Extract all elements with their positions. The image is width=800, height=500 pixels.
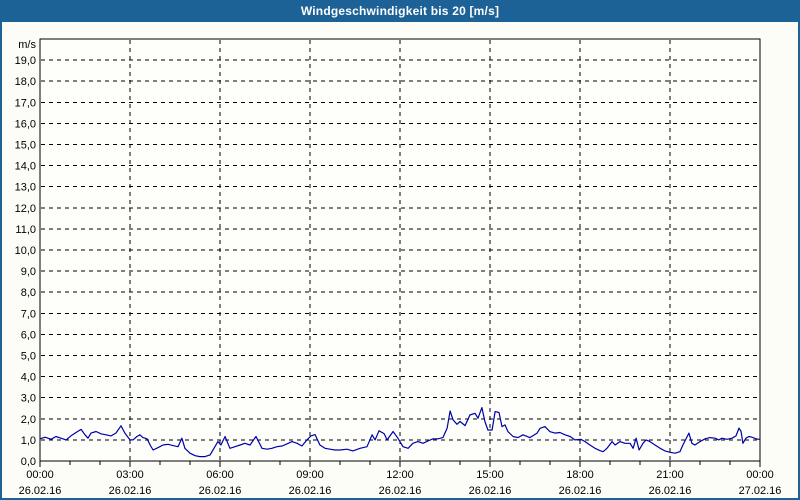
svg-text:12,0: 12,0 xyxy=(15,203,36,215)
svg-text:27.02.16: 27.02.16 xyxy=(739,485,782,497)
svg-text:00:00: 00:00 xyxy=(26,469,54,481)
svg-text:12:00: 12:00 xyxy=(386,469,414,481)
svg-text:8,0: 8,0 xyxy=(21,287,36,299)
svg-text:26.02.16: 26.02.16 xyxy=(109,485,152,497)
svg-text:7,0: 7,0 xyxy=(21,308,36,320)
svg-text:26.02.16: 26.02.16 xyxy=(469,485,512,497)
svg-text:0,0: 0,0 xyxy=(21,456,36,468)
svg-text:15,0: 15,0 xyxy=(15,140,36,152)
svg-text:19,0: 19,0 xyxy=(15,55,36,67)
svg-text:17,0: 17,0 xyxy=(15,97,36,109)
svg-text:09:00: 09:00 xyxy=(296,469,324,481)
svg-text:15:00: 15:00 xyxy=(476,469,504,481)
svg-text:26.02.16: 26.02.16 xyxy=(289,485,332,497)
chart-title: Windgeschwindigkeit bis 20 [m/s] xyxy=(300,4,500,18)
x-axis-ticks xyxy=(39,461,761,467)
wind-speed-line xyxy=(39,407,760,458)
svg-text:26.02.16: 26.02.16 xyxy=(559,485,602,497)
svg-text:18:00: 18:00 xyxy=(566,469,594,481)
svg-text:9,0: 9,0 xyxy=(21,266,36,278)
svg-text:26.02.16: 26.02.16 xyxy=(379,485,422,497)
svg-text:13,0: 13,0 xyxy=(15,182,36,194)
x-axis-labels: 00:00 26.02.16 03:00 26.02.16 06:00 26.02.16 0… xyxy=(19,469,782,497)
y-axis-unit: m/s xyxy=(18,39,36,51)
svg-text:5,0: 5,0 xyxy=(21,351,36,363)
svg-text:3,0: 3,0 xyxy=(21,393,36,405)
svg-text:2,0: 2,0 xyxy=(21,414,36,426)
y-axis-labels: 0,0 1,0 2,0 3,0 4,0 5,0 6,0 7,0 8,0 9,0 10,0 11,0 12… xyxy=(15,39,37,468)
grid-lines xyxy=(41,40,759,460)
window-frame xyxy=(0,22,800,500)
svg-text:6,0: 6,0 xyxy=(21,329,36,341)
svg-text:26.02.16: 26.02.16 xyxy=(199,485,242,497)
svg-text:03:00: 03:00 xyxy=(116,469,144,481)
svg-text:06:00: 06:00 xyxy=(206,469,234,481)
svg-text:21:00: 21:00 xyxy=(656,469,684,481)
svg-text:1,0: 1,0 xyxy=(21,435,36,447)
svg-text:18,0: 18,0 xyxy=(15,76,36,88)
svg-text:00:00: 00:00 xyxy=(746,469,774,481)
svg-text:26.02.16: 26.02.16 xyxy=(19,485,62,497)
svg-text:11,0: 11,0 xyxy=(15,224,36,236)
svg-text:14,0: 14,0 xyxy=(15,161,36,173)
svg-text:26.02.16: 26.02.16 xyxy=(649,485,692,497)
svg-text:10,0: 10,0 xyxy=(15,245,36,257)
title-bar: Windgeschwindigkeit bis 20 [m/s] xyxy=(0,0,800,22)
svg-text:16,0: 16,0 xyxy=(15,118,36,130)
svg-text:4,0: 4,0 xyxy=(21,372,36,384)
